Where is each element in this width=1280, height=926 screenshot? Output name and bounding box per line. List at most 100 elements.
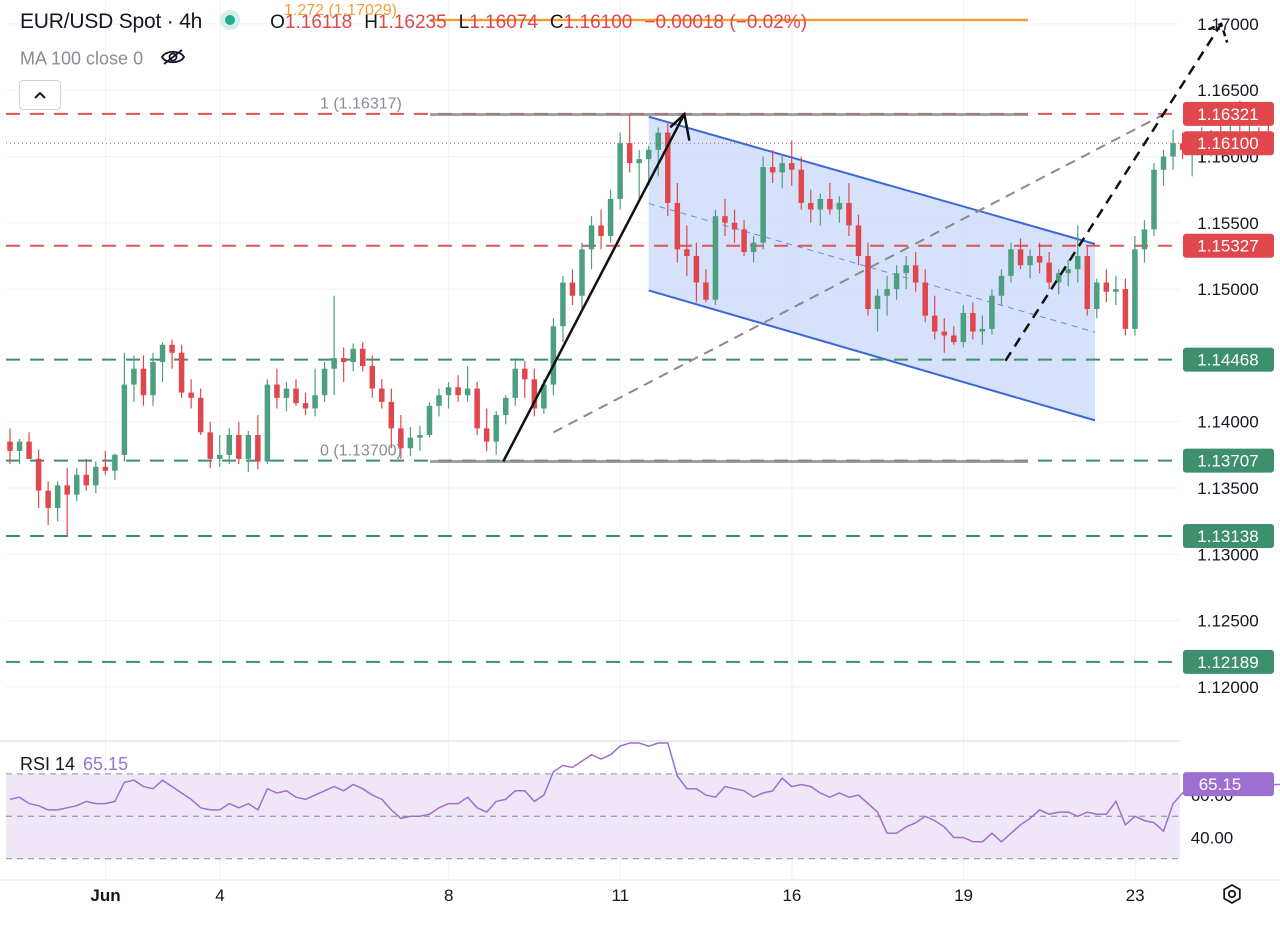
fib-trend-line	[552, 113, 1165, 434]
candle-body	[989, 295, 995, 329]
rsi-value-badge-bg	[1183, 772, 1274, 797]
candle-body	[388, 401, 395, 429]
candle-body	[579, 249, 585, 296]
time-axis[interactable]: Jun481116192326	[90, 883, 1280, 905]
candle-body	[455, 387, 461, 396]
time-tick-label: 16	[782, 886, 801, 905]
candle-body	[483, 428, 490, 442]
rsi-line	[9, 742, 1280, 843]
candle-body	[45, 490, 51, 508]
candle-body	[502, 397, 509, 416]
horizontal-levels[interactable]	[6, 18, 1180, 663]
candle-body	[1141, 229, 1148, 250]
price-axis[interactable]: 1.170001.165001.160001.155001.150001.140…	[1183, 15, 1274, 697]
candle-body	[159, 344, 166, 363]
candle-body	[283, 388, 290, 398]
candle-body	[760, 167, 766, 243]
channel-fill	[648, 116, 1095, 421]
candle-body	[998, 275, 1005, 296]
time-tick-label: 8	[444, 886, 453, 905]
candle-body	[379, 388, 385, 402]
candle-body	[340, 358, 347, 363]
rsi-value: 65.15	[83, 754, 129, 774]
ma-indicator-legend[interactable]: MA 100 close 0	[20, 48, 186, 71]
candle-body	[569, 282, 576, 296]
candle-body	[941, 331, 948, 336]
candle-body	[474, 388, 480, 429]
channel-mid-line	[648, 203, 1096, 333]
price-tick-label: 1.13500	[1197, 479, 1258, 498]
time-tick-label: 19	[954, 886, 973, 905]
candle-body	[188, 392, 194, 398]
candle-body	[846, 202, 852, 226]
candle-body	[359, 348, 366, 367]
candle-body	[1132, 249, 1138, 329]
rsi-legend[interactable]: RSI 14 65.15	[20, 754, 128, 775]
impulse-line	[502, 113, 686, 463]
candle-body	[264, 384, 271, 462]
candle-body	[83, 474, 90, 486]
candle-body	[274, 384, 280, 398]
rsi-tick-label: 40.00	[1191, 829, 1234, 848]
candles	[7, 100, 1272, 536]
candle-body	[522, 368, 528, 380]
candle-body	[1179, 143, 1186, 150]
level-price-badge: 1.14468	[1197, 351, 1258, 370]
rsi-label: RSI 14	[20, 754, 76, 774]
candle-body	[178, 352, 185, 393]
price-tick-label: 1.15000	[1197, 280, 1258, 299]
candle-body	[1065, 269, 1071, 274]
candle-body	[1151, 169, 1157, 230]
descending-channel[interactable]	[648, 115, 1096, 422]
fib-level-label: 1 (1.16317)	[320, 95, 402, 112]
time-tick-label: 23	[1126, 886, 1145, 905]
chevron-up-icon	[34, 91, 46, 99]
candle-body	[93, 466, 99, 486]
candle-body	[912, 265, 919, 283]
candle-body	[369, 366, 376, 389]
candle-body	[54, 485, 61, 508]
candle-body	[598, 225, 604, 237]
time-tick-label: 4	[215, 886, 224, 905]
candle-body	[331, 358, 337, 369]
ohlc-values: O1.16118 H1.16235 L1.16074 C1.16100 −0.00018…	[270, 12, 808, 33]
candle-body	[674, 202, 681, 250]
candle-body	[607, 198, 614, 237]
level-price-badge-bg	[1183, 649, 1274, 674]
candle-body	[321, 368, 328, 396]
candle-body	[1036, 255, 1043, 263]
collapse-legend-button[interactable]	[19, 80, 61, 110]
candle-body	[398, 428, 404, 449]
candle-body	[779, 163, 785, 173]
candle-body	[865, 255, 871, 309]
trend-drawings[interactable]	[502, 22, 1229, 463]
hidden-eye-icon[interactable]	[160, 48, 186, 71]
candle-body	[684, 249, 690, 256]
candle-body	[1103, 282, 1110, 292]
channel-lower-line	[648, 289, 1096, 422]
grid	[0, 0, 1280, 881]
candle-body	[35, 458, 42, 491]
settings-gear-icon[interactable]	[1223, 883, 1241, 905]
candle-body	[769, 167, 776, 173]
level-price-badge-bg	[1183, 101, 1274, 126]
symbol-title[interactable]: EUR/USD Spot · 4h	[20, 10, 203, 33]
candle-body	[903, 265, 909, 274]
current-price-badge: 1.16100	[1197, 134, 1258, 153]
price-tick-label: 1.17000	[1197, 15, 1258, 34]
price-tick-label: 1.12000	[1197, 678, 1258, 697]
candle-body	[73, 474, 80, 495]
candle-body	[255, 434, 261, 462]
candle-body	[855, 225, 862, 256]
candle-body	[626, 143, 633, 164]
candle-body	[121, 384, 128, 455]
candle-body	[7, 441, 13, 451]
candle-body	[560, 282, 566, 327]
candle-body	[350, 348, 356, 363]
candle-body	[1094, 282, 1100, 309]
price-tick-label: 1.14000	[1197, 413, 1258, 432]
candle-body	[1046, 262, 1052, 283]
level-price-badge: 1.13138	[1197, 527, 1258, 546]
price-tick-label: 1.12500	[1197, 612, 1258, 631]
